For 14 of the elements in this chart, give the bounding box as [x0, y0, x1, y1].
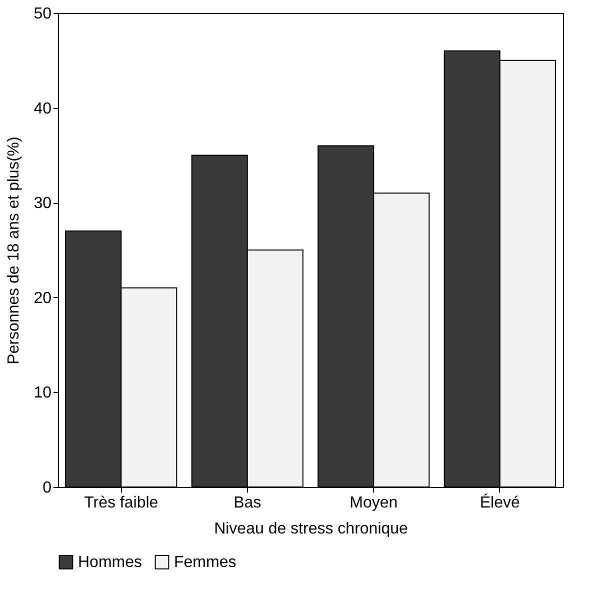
x-tick-label: Très faible — [84, 494, 158, 512]
legend-label: Hommes — [78, 554, 142, 572]
x-tick-label: Bas — [234, 494, 262, 512]
y-tick-label: 40 — [34, 100, 52, 118]
x-tick-label: Moyen — [350, 494, 398, 512]
y-tick-label: 50 — [34, 6, 52, 22]
x-axis-title: Niveau de stress chronique — [214, 520, 408, 538]
y-tick-label: 30 — [34, 195, 52, 212]
y-axis-title: Personnes de 18 ans et plus(%) — [6, 136, 23, 364]
x-tick-label: Élevé — [480, 494, 520, 512]
y-tick-label: 0 — [42, 480, 52, 496]
y-tick-label: 10 — [34, 384, 52, 402]
legend-label: Femmes — [174, 554, 236, 572]
y-tick-label: 20 — [34, 290, 52, 307]
